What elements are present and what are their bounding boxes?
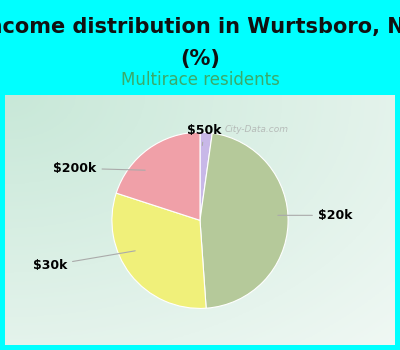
Text: $50k: $50k bbox=[187, 124, 221, 146]
Text: Multirace residents: Multirace residents bbox=[120, 71, 280, 89]
Text: Income distribution in Wurtsboro, NY: Income distribution in Wurtsboro, NY bbox=[0, 17, 400, 37]
Text: $30k: $30k bbox=[33, 251, 135, 272]
Wedge shape bbox=[200, 133, 288, 308]
Wedge shape bbox=[116, 132, 200, 220]
Text: $20k: $20k bbox=[278, 209, 352, 222]
Text: (%): (%) bbox=[180, 49, 220, 69]
Text: $200k: $200k bbox=[53, 162, 145, 175]
Wedge shape bbox=[200, 132, 212, 220]
Text: City-Data.com: City-Data.com bbox=[225, 125, 289, 134]
Wedge shape bbox=[112, 193, 206, 308]
